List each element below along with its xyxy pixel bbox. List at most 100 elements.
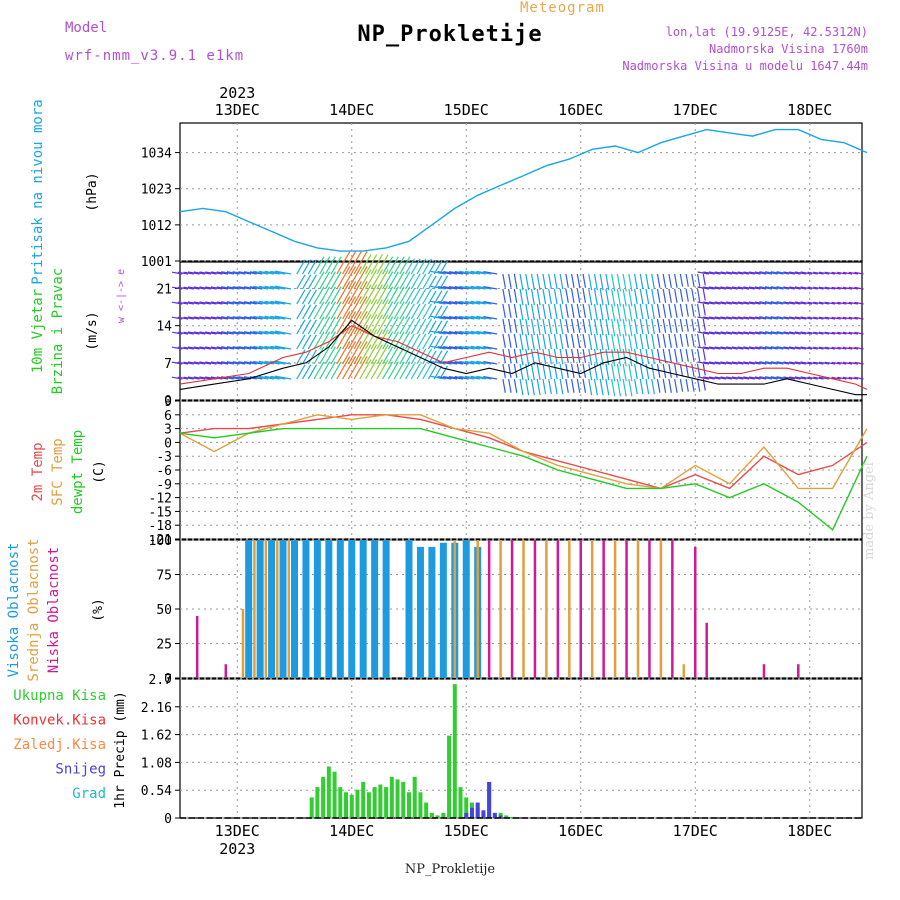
wind-barb	[548, 318, 552, 335]
wind-unit-label: (m/s)	[85, 311, 100, 350]
wind-barb	[818, 361, 830, 365]
wind-barb	[599, 303, 604, 321]
wind-barb	[616, 318, 622, 337]
wind-barb	[582, 378, 587, 393]
y-tick-label: 21	[156, 283, 172, 298]
wind-barb	[416, 333, 427, 350]
wind-barb	[448, 300, 463, 305]
pressure-unit-label: (hPa)	[85, 172, 100, 211]
wind-barb	[807, 286, 818, 290]
wind-barb	[330, 361, 342, 380]
wind-barb	[824, 331, 836, 335]
wind-barb	[737, 316, 750, 320]
wind-barb	[708, 286, 721, 290]
wind-barb	[249, 316, 263, 320]
wind-barb	[416, 363, 427, 380]
wind-barb	[187, 331, 200, 335]
wind-barb	[405, 303, 415, 320]
wind-barb	[656, 288, 661, 303]
y-tick-label: -12	[149, 492, 172, 507]
wind-barb	[754, 361, 767, 365]
wind-barb	[376, 299, 389, 320]
wind-barb	[301, 319, 312, 335]
wind-barb	[393, 361, 405, 380]
wind-barb	[776, 346, 790, 350]
wind-barb	[226, 361, 240, 365]
precip-total-bar	[344, 792, 349, 818]
wind-barb	[570, 288, 575, 303]
page-title: NP_Prokletije	[357, 22, 543, 47]
wind-barb	[296, 259, 306, 275]
wind-barb	[324, 286, 336, 305]
wind-barb	[513, 303, 518, 318]
wind-barb	[800, 286, 813, 290]
wind-barb	[513, 273, 518, 288]
wind-barb	[776, 271, 790, 275]
wind-barb	[770, 316, 784, 320]
wind-barb	[264, 375, 280, 380]
wind-barb	[679, 348, 684, 362]
wind-barb	[737, 361, 750, 365]
wind-barb	[232, 286, 246, 290]
x-tick-label-bottom: 13DEC	[215, 822, 260, 840]
wind-barb	[553, 273, 558, 290]
wind-barb	[691, 303, 695, 317]
wind-barb	[183, 376, 194, 380]
wind-barb	[177, 271, 189, 275]
wind-barb	[831, 361, 841, 365]
wind-barb	[370, 314, 383, 335]
wind-barb	[674, 378, 678, 393]
wind-barb	[743, 346, 755, 350]
wind-barb	[770, 361, 784, 365]
cloud-high-bar	[382, 540, 390, 678]
wind-barb	[483, 360, 498, 365]
wind-barb	[216, 346, 229, 350]
wind-compass-label: w <-|-> e	[116, 269, 127, 323]
wind-barb	[794, 301, 807, 305]
wind-barb	[183, 286, 194, 290]
wind-barb	[387, 361, 399, 380]
wind-barb	[651, 318, 655, 335]
wind-barb	[364, 359, 378, 380]
wind-barb	[508, 333, 512, 348]
x-tick-label-top: 18DEC	[787, 101, 832, 119]
wind-barb	[789, 346, 801, 350]
wind-barb	[313, 301, 325, 320]
wind-barb	[382, 346, 394, 365]
wind-barb	[776, 286, 790, 290]
wind-barb	[399, 301, 411, 320]
wind-barb	[253, 270, 269, 275]
wind-barb	[668, 333, 672, 348]
wind-barb	[258, 300, 274, 305]
cloud-mid-bar	[253, 540, 256, 678]
wind-barb	[720, 301, 732, 305]
wind-barb	[221, 331, 234, 335]
wind-barb	[370, 344, 383, 365]
wind-barb	[714, 316, 727, 320]
wind-barb	[542, 348, 547, 365]
wind-barb	[353, 326, 368, 350]
wind-barb	[651, 303, 655, 320]
wind-barb	[588, 363, 593, 381]
wind-barb	[226, 346, 240, 350]
wind-barb	[199, 361, 212, 365]
wind-barb	[691, 273, 695, 287]
wind-barb	[307, 274, 317, 290]
wind-barb	[502, 318, 506, 333]
wind-barb	[416, 273, 427, 290]
cloud-low-bar	[556, 540, 560, 678]
wind-barb	[588, 318, 593, 336]
wind-barb	[542, 333, 547, 350]
y-tick-label: -6	[156, 464, 172, 479]
wind-barb	[483, 330, 498, 335]
wind-barb	[336, 356, 351, 380]
wind-barb	[244, 346, 257, 350]
wind-barb	[570, 318, 575, 333]
y-tick-label: 1023	[141, 183, 172, 198]
wind-barb	[582, 318, 587, 333]
wind-barb	[776, 316, 790, 320]
y-tick-label: 2.7	[149, 673, 172, 688]
x-tick-label-top: 13DEC	[215, 101, 260, 119]
wind-barb	[674, 333, 678, 348]
wind-barb	[364, 284, 378, 305]
